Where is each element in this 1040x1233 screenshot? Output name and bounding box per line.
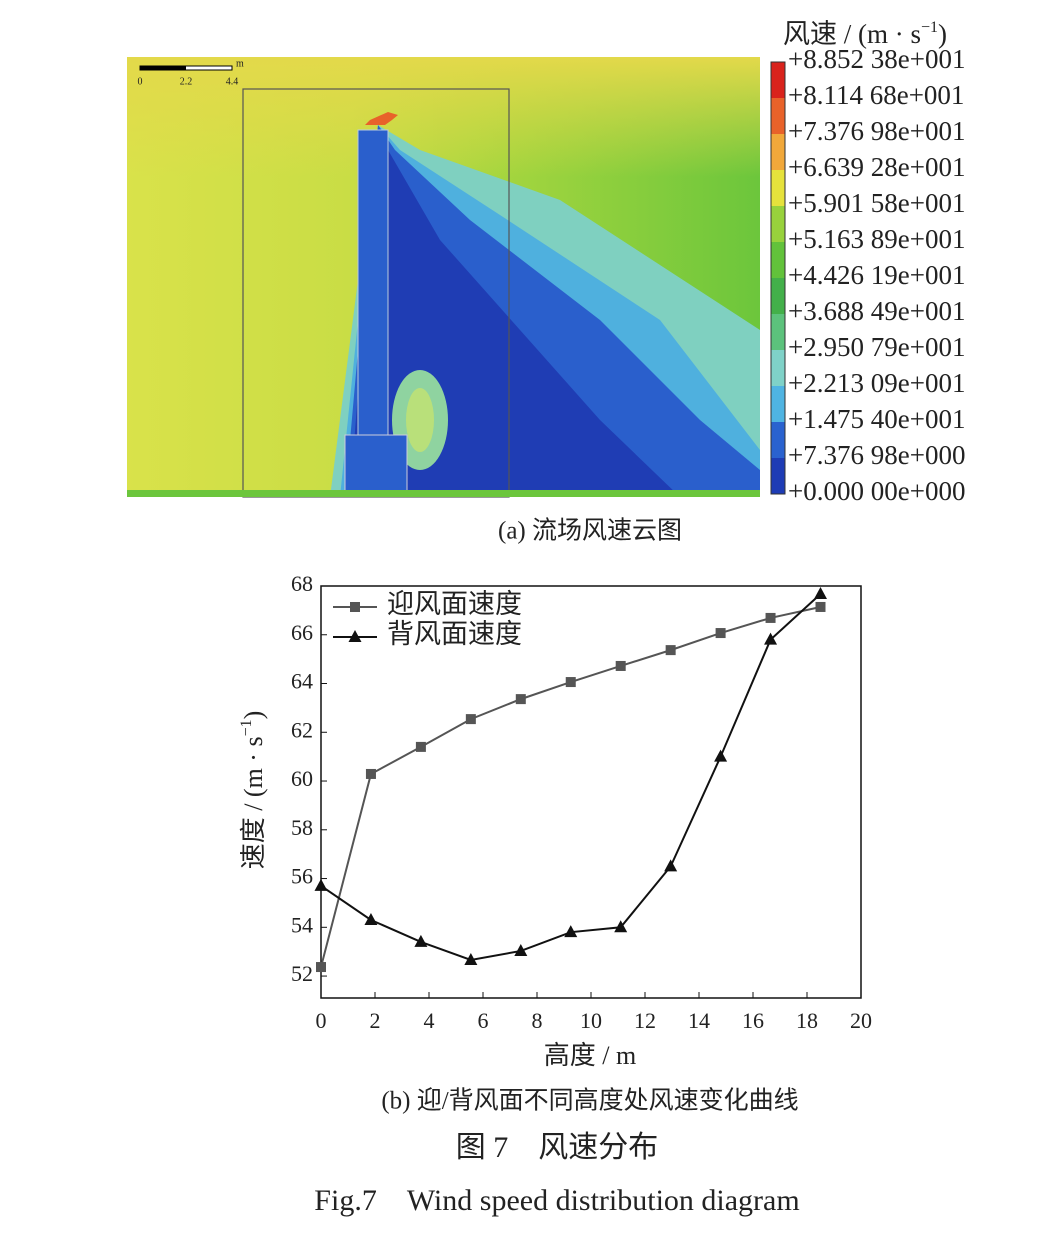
legend-marker — [350, 602, 360, 612]
legend-label: 背风面速度 — [387, 619, 522, 649]
colorbar-label: +0.000 00e+000 — [788, 476, 965, 506]
y-tick-label: 54 — [291, 912, 313, 937]
marker — [414, 934, 428, 947]
marker — [514, 943, 528, 956]
colorbar-label: +8.114 68e+001 — [788, 80, 964, 110]
colorbar-title-end: ) — [938, 19, 947, 49]
y-tick-label: 56 — [291, 864, 313, 889]
colorbar-swatch — [771, 350, 785, 387]
y-tick-label: 68 — [291, 571, 313, 596]
marker — [316, 962, 326, 973]
colorbar-swatch — [771, 170, 785, 207]
x-tick-label: 4 — [424, 1008, 435, 1033]
x-tick-label: 2 — [370, 1008, 381, 1033]
y-axis-label-main: 速度 / (m · s — [239, 736, 268, 869]
colorbar-swatch — [771, 458, 785, 495]
x-tick-label: 14 — [688, 1008, 710, 1033]
y-tick-label: 66 — [291, 620, 313, 645]
marker — [415, 741, 426, 752]
marker — [664, 859, 678, 872]
marker — [615, 660, 626, 671]
colorbar-title-sup: −1 — [921, 19, 938, 36]
marker — [815, 601, 826, 612]
y-tick-label: 60 — [291, 766, 313, 791]
colorbar-label: +5.901 58e+001 — [788, 188, 965, 218]
colorbar-label: +6.639 28e+001 — [788, 152, 965, 182]
marker — [365, 768, 376, 779]
colorbar-swatch — [771, 242, 785, 279]
colorbar-label: +2.950 79e+001 — [788, 332, 965, 362]
x-tick-label: 8 — [532, 1008, 543, 1033]
colorbar-swatch — [771, 314, 785, 351]
y-tick-label: 58 — [291, 815, 313, 840]
colorbar-label: +2.213 09e+001 — [788, 368, 965, 398]
colorbar-title-main: 风速 / (m · s — [783, 19, 921, 49]
marker — [464, 952, 478, 965]
marker — [714, 749, 728, 762]
legend-marker — [348, 630, 362, 642]
marker — [665, 645, 676, 656]
x-tick-label: 10 — [580, 1008, 602, 1033]
colorbar-label: +7.376 98e+000 — [788, 440, 965, 470]
figure-title-cn: 图 7 风速分布 — [456, 1131, 659, 1164]
colorbar-label: +8.852 38e+001 — [788, 44, 965, 74]
colorbar-swatch — [771, 62, 785, 99]
colorbar-label: +4.426 19e+001 — [788, 260, 965, 290]
colorbar-swatch — [771, 134, 785, 171]
colorbar-swatch — [771, 422, 785, 459]
colorbar-swatch — [771, 206, 785, 243]
line-chart: 0 2 4 6 8 10 12 14 16 18 20525456586062646668迎风面速度… — [291, 571, 872, 1033]
legend-label: 迎风面速度 — [387, 589, 522, 619]
marker — [814, 587, 827, 600]
x-tick-label: 18 — [796, 1008, 818, 1033]
series-line — [320, 605, 821, 968]
marker — [564, 925, 578, 938]
x-tick-label: 0 — [316, 1008, 327, 1033]
marker — [364, 912, 378, 925]
colorbar-label: +7.376 98e+001 — [788, 116, 965, 146]
figure-title-en: Fig.7 Wind speed distribution diagram — [314, 1184, 799, 1217]
colorbar-swatch — [771, 278, 785, 315]
colorbar-title: 风速 / (m · s−1) — [783, 19, 947, 50]
marker — [565, 677, 576, 688]
colorbar-frame — [770, 61, 786, 495]
caption-b: (b) 迎/背风面不同高度处风速变化曲线 — [381, 1087, 798, 1115]
marker — [515, 694, 526, 705]
y-axis-label: 速度 / (m · s−1) — [238, 711, 268, 870]
x-tick-label: 6 — [478, 1008, 489, 1033]
contour-image — [127, 57, 760, 498]
scale-bar — [139, 65, 233, 71]
marker — [715, 628, 726, 639]
colorbar-swatch — [771, 386, 785, 423]
marker — [764, 632, 778, 645]
y-axis-label-sup: −1 — [238, 719, 255, 736]
colorbar — [770, 61, 786, 495]
x-tick-label: 20 — [850, 1008, 872, 1033]
x-tick-label: 16 — [742, 1008, 764, 1033]
marker — [314, 878, 328, 891]
scale-label: 2.2 — [180, 76, 193, 87]
x-tick-label: 12 — [634, 1008, 656, 1033]
colorbar-label: +3.688 49e+001 — [788, 296, 965, 326]
caption-a: (a) 流场风速云图 — [498, 517, 682, 545]
marker — [465, 714, 476, 725]
colorbar-label: +1.475 40e+001 — [788, 404, 965, 434]
marker — [765, 612, 776, 623]
y-tick-label: 64 — [291, 669, 313, 694]
colorbar-swatch — [771, 98, 785, 135]
y-tick-label: 52 — [291, 961, 313, 986]
marker — [614, 920, 628, 933]
scale-label: 4.4 — [226, 76, 239, 87]
scale-unit: m — [236, 58, 244, 69]
y-tick-label: 62 — [291, 717, 313, 742]
scale-label: 0 — [138, 76, 143, 87]
colorbar-label: +5.163 89e+001 — [788, 224, 965, 254]
y-axis-label-end: ) — [239, 711, 268, 720]
x-axis-label: 高度 / m — [544, 1041, 636, 1070]
